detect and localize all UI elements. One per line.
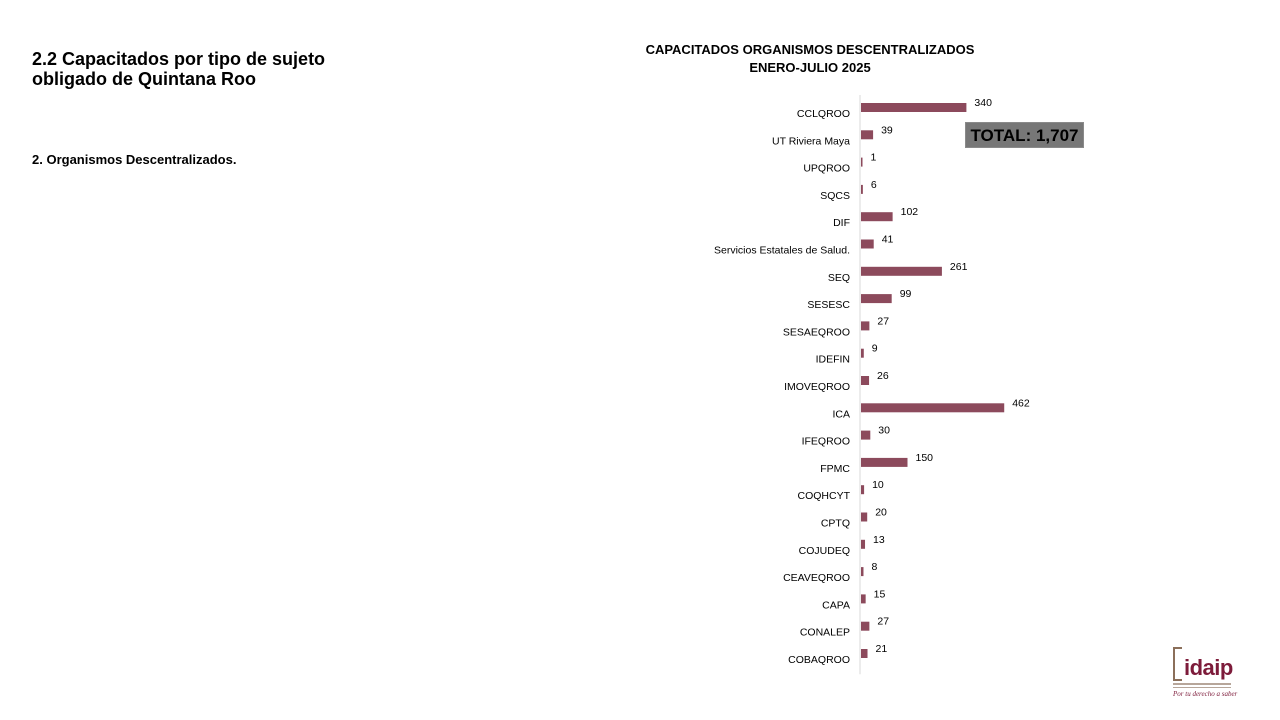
data-label: 8 [871, 561, 877, 573]
bar [861, 348, 864, 358]
data-label: 102 [901, 206, 919, 218]
category-label: UT Riviera Maya [772, 135, 850, 147]
category-label: SEQ [828, 272, 850, 284]
category-label: SQCS [820, 190, 850, 202]
bar [861, 294, 892, 304]
bar [861, 103, 967, 112]
data-label: 27 [877, 315, 889, 327]
idaip-logo: idaip Por tu derecho a saber [1170, 645, 1238, 703]
bar [861, 376, 870, 385]
logo-tagline: Por tu derecho a saber [1173, 690, 1238, 698]
chart-title-line-2: ENERO-JULIO 2025 [749, 60, 871, 75]
bar [861, 621, 870, 631]
category-label: COQHCYT [798, 490, 851, 502]
category-label: CAPA [822, 599, 850, 611]
category-label: CPTQ [821, 518, 850, 530]
bar [861, 594, 866, 604]
chart-title-line-1: CAPACITADOS ORGANISMOS DESCENTRALIZADOS [645, 42, 975, 57]
category-label: SESESC [807, 299, 850, 311]
bar [861, 649, 868, 658]
category-label: Servicios Estatales de Salud. [714, 245, 850, 257]
data-label: 261 [950, 261, 968, 273]
category-label: CCLQROO [797, 108, 850, 120]
bar [861, 130, 874, 140]
section-label: 2. Organismos Descentralizados. [32, 152, 237, 167]
slide-title-line-1: 2.2 Capacitados por tipo de sujeto [32, 49, 326, 69]
data-label: 99 [900, 288, 912, 300]
data-label: 20 [875, 507, 887, 519]
data-label: 21 [876, 643, 888, 655]
category-label: CONALEP [800, 627, 850, 639]
data-label: 9 [872, 343, 878, 355]
logo-divider-thin [1173, 687, 1231, 688]
data-label: 15 [874, 588, 886, 600]
bar [861, 157, 863, 167]
bar [861, 184, 863, 194]
data-label: 462 [1012, 397, 1030, 409]
data-label: 150 [916, 452, 934, 464]
data-label: 13 [873, 534, 885, 546]
bar [861, 212, 893, 222]
data-label: 39 [881, 124, 893, 136]
data-label: 10 [872, 479, 884, 491]
logo-divider [1173, 683, 1231, 685]
category-label: DIF [833, 217, 850, 229]
bar [861, 457, 908, 467]
bar [861, 485, 865, 495]
data-label: 26 [877, 370, 889, 382]
logo-frame-mark [1173, 647, 1182, 681]
bar [861, 539, 866, 549]
category-label: IMOVEQROO [784, 381, 850, 393]
category-label: CEAVEQROO [783, 572, 850, 584]
bar [861, 239, 874, 249]
category-label: SESAEQROO [783, 326, 850, 338]
bar [861, 512, 868, 522]
data-label: 6 [871, 179, 877, 191]
category-label: COJUDEQ [799, 545, 850, 557]
category-label: COBAQROO [788, 654, 850, 666]
category-label: ICA [832, 408, 850, 420]
bar [861, 403, 1005, 413]
data-label: 1 [871, 152, 877, 164]
category-label: IFEQROO [802, 436, 850, 448]
data-label: 41 [882, 234, 894, 246]
category-label: IDEFIN [816, 354, 850, 366]
bar [861, 266, 942, 276]
slide-title: 2.2 Capacitados por tipo de sujeto oblig… [32, 49, 392, 89]
category-label: FPMC [820, 463, 850, 475]
bar [861, 567, 864, 577]
data-label: 30 [878, 425, 890, 437]
bar [861, 430, 871, 440]
bar [861, 321, 870, 331]
total-box: TOTAL: 1,707 [965, 122, 1084, 148]
logo-wordmark: idaip [1184, 655, 1233, 680]
category-label: UPQROO [803, 163, 850, 175]
data-label: 340 [974, 97, 992, 109]
slide-title-line-2: obligado de Quintana Roo [32, 69, 256, 89]
data-label: 27 [877, 616, 889, 628]
chart-title: CAPACITADOS ORGANISMOS DESCENTRALIZADOS … [590, 41, 1030, 77]
